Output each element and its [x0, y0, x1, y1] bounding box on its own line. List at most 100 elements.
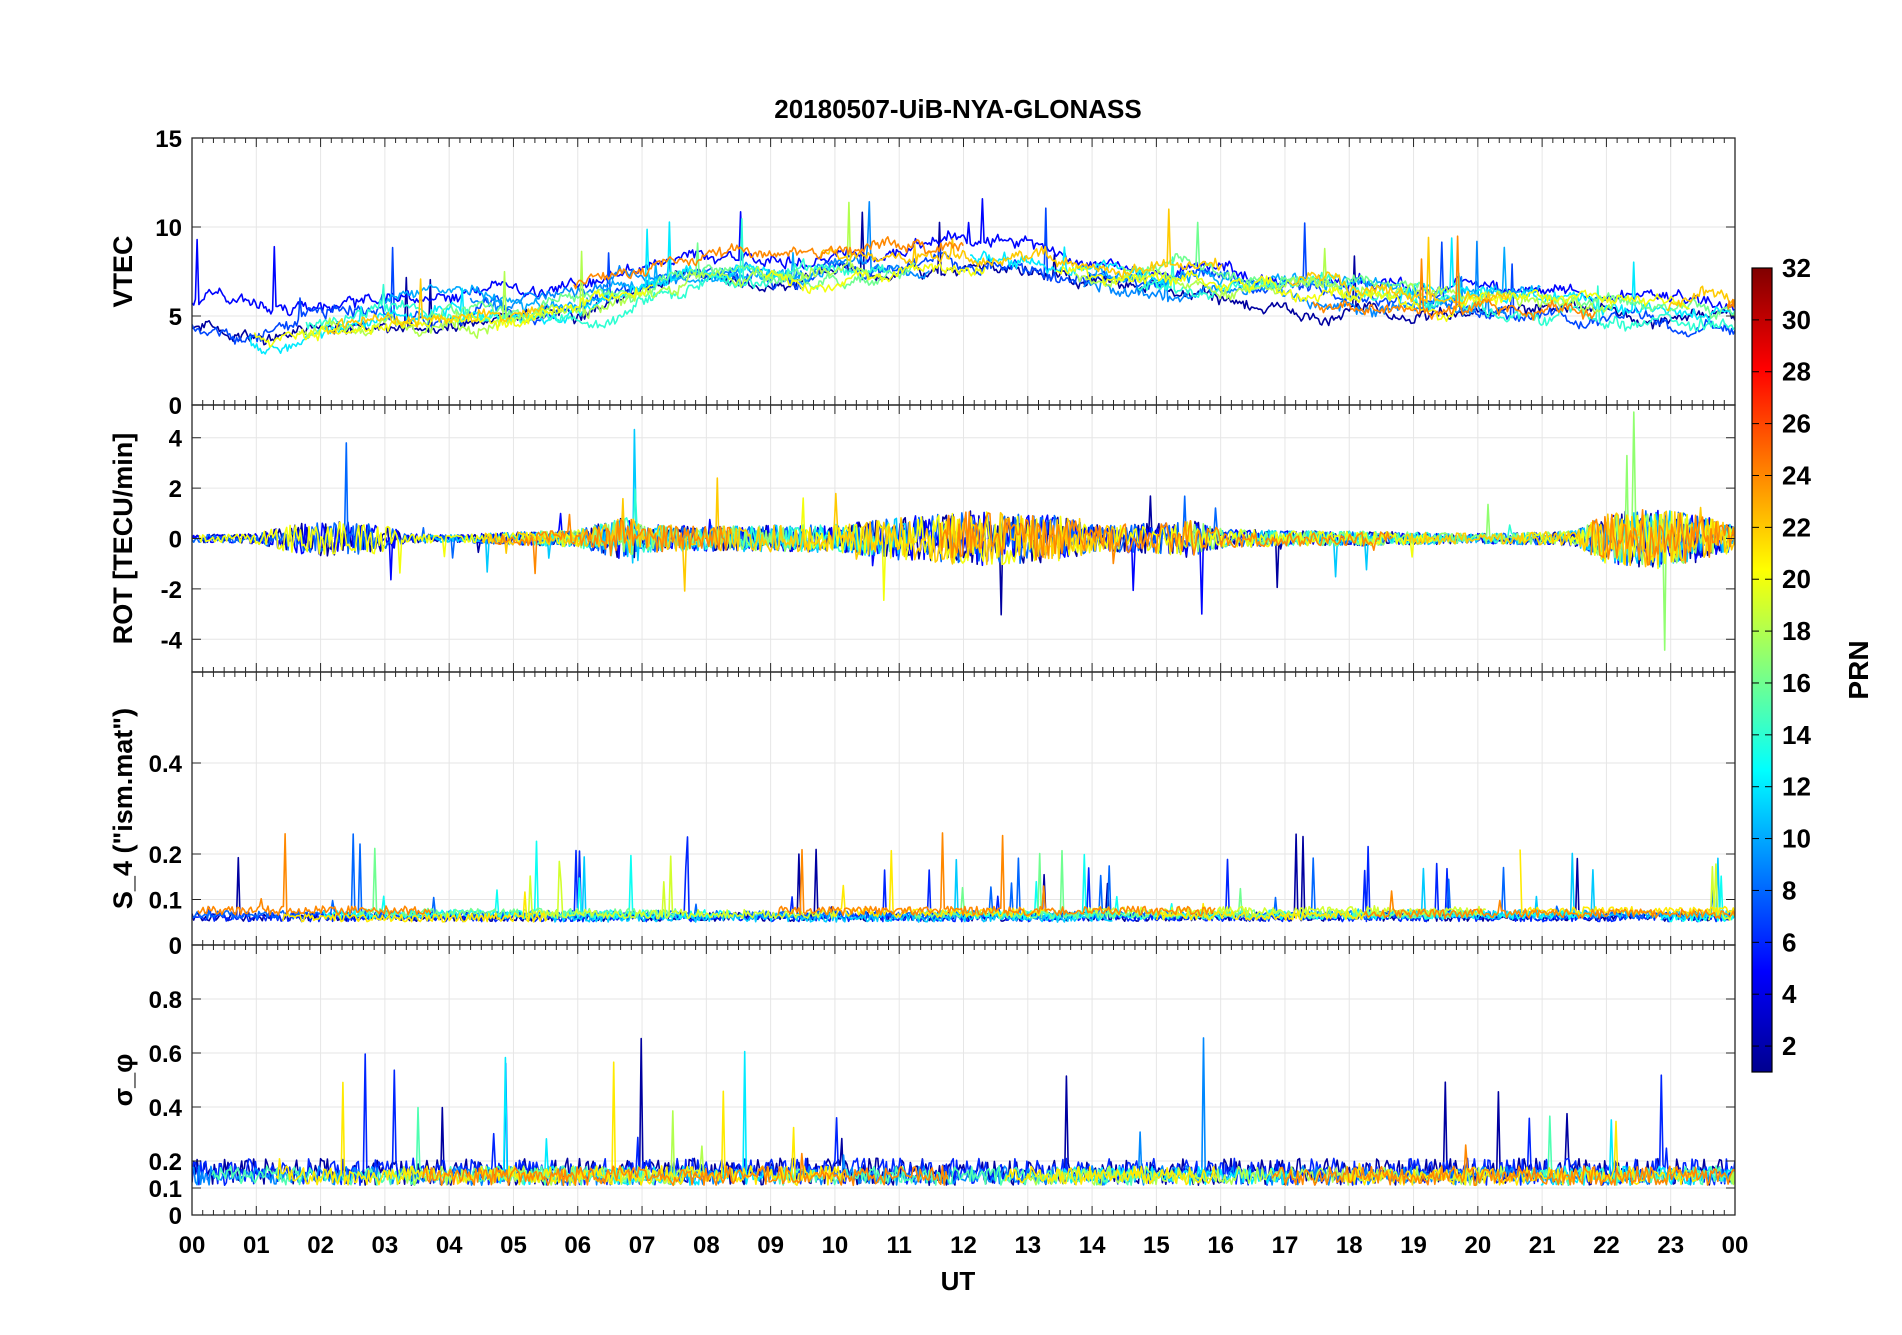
rot-series-prn-20: [800, 497, 1434, 601]
vtec-series-prn-12: [970, 246, 1171, 291]
rot-y-axis-label: ROT [TECU/min]: [108, 433, 138, 644]
vtec-y-tick-label: 5: [169, 304, 182, 331]
vtec-series-prn-22: [325, 278, 545, 335]
vtec-y-axis-label: VTEC: [108, 235, 138, 307]
s4-x-ticks: [191, 672, 1736, 945]
colorbar-gradient: [1751, 267, 1773, 1073]
panel-s4: 0 0.1 0.2 0.4 S_4 ("ism.mat"): [108, 671, 1736, 960]
s4-series-prn-21: [1519, 849, 1735, 917]
x-tick-label: 17: [1272, 1232, 1299, 1259]
vtec-y-tick-label: 0: [169, 393, 182, 420]
colorbar-tick-label: 4: [1782, 979, 1797, 1009]
rot-y-tick-label: 0: [169, 527, 182, 554]
x-tick-label: 20: [1464, 1232, 1491, 1259]
x-tick-label: 10: [822, 1232, 849, 1259]
vtec-series-prn-20: [1055, 263, 1690, 323]
vtec-series: [192, 198, 1735, 355]
sigphi-series-prn-24: [1271, 1144, 1735, 1187]
s4-series-prn-21: [1155, 902, 1371, 921]
s4-series-prn-24: [1363, 890, 1735, 919]
vtec-series-prn-22: [1666, 285, 1735, 312]
s4-series-prn-16: [357, 847, 679, 918]
rot-y-tick-labels: -4 -2 0 2 4: [161, 426, 1735, 654]
sigphi-y-tick-label: 0.1: [149, 1176, 182, 1203]
rot-y-tick-label: -2: [161, 577, 182, 604]
rot-series-prn-24: [939, 511, 1394, 565]
colorbar-tick-label: 20: [1782, 564, 1811, 594]
x-tick-label: 11: [887, 1232, 912, 1259]
x-tick-label: 16: [1207, 1232, 1234, 1259]
x-tick-label: 18: [1336, 1232, 1363, 1259]
x-tick-label: 07: [629, 1232, 656, 1259]
sigphi-series-prn-12: [1053, 1165, 1289, 1186]
s4-y-tick-label: 0: [169, 933, 182, 960]
rot-series-prn-17: [535, 521, 800, 555]
s4-y-tick-label: 0.2: [149, 842, 182, 869]
vtec-series-prn-16: [426, 242, 916, 325]
panel-rot: -4 -2 0 2 4 ROT [TECU/min]: [108, 404, 1736, 673]
x-tick-label: 03: [372, 1232, 399, 1259]
sigphi-series-prn-21: [1004, 1165, 1218, 1186]
colorbar-label: PRN: [1843, 640, 1874, 699]
x-tick-label: 04: [436, 1232, 463, 1259]
colorbar-tick-label: 18: [1782, 616, 1811, 646]
sigphi-y-tick-label: 0: [169, 1203, 182, 1230]
x-tick-label: 09: [757, 1232, 784, 1259]
sigphi-y-axis-label: σ_φ: [108, 1054, 138, 1107]
colorbar-tick-label: 6: [1782, 927, 1796, 957]
colorbar-tick-label: 10: [1782, 824, 1811, 854]
colorbar-tick-label: 16: [1782, 668, 1811, 698]
colorbar-tick-label: 12: [1782, 772, 1811, 802]
vtec-y-tick-label: 10: [155, 215, 182, 242]
sigphi-y-tick-label: 0.8: [149, 987, 182, 1014]
x-tick-label: 06: [564, 1232, 591, 1259]
x-tick-label: 23: [1657, 1232, 1684, 1259]
vtec-series-prn-24: [1726, 298, 1735, 310]
x-tick-label: 05: [500, 1232, 527, 1259]
vtec-series-prn-24: [573, 236, 964, 290]
colorbar-tick-label: 26: [1782, 409, 1811, 439]
sigphi-x-ticks: [191, 945, 1736, 1215]
s4-y-tick-label: 0.4: [149, 751, 183, 778]
vtec-series-prn-22: [819, 208, 1223, 279]
panel-sigphi: 00.10.2 0.4 0.6 0.8 σ_φ: [108, 944, 1736, 1230]
x-tick-label: 21: [1529, 1232, 1556, 1259]
x-tick-label: 19: [1400, 1232, 1427, 1259]
rot-series-prn-22: [1404, 506, 1735, 568]
rot-series-prn-24: [493, 513, 732, 575]
panel-vtec: 0 5 10 15 VTEC: [108, 126, 1736, 420]
colorbar-tick-label: 22: [1782, 512, 1811, 542]
sigphi-y-tick-labels: 00.10.2 0.4 0.6 0.8: [149, 987, 1735, 1230]
x-tick-label: 00: [1722, 1232, 1749, 1259]
x-tick-label: 01: [243, 1232, 270, 1259]
x-tick-label: 02: [307, 1232, 334, 1259]
s4-y-tick-label: 0.1: [149, 888, 182, 915]
colorbar-tick-label: 24: [1782, 460, 1811, 490]
x-tick-label: 12: [950, 1232, 977, 1259]
vtec-series-prn-16: [1536, 292, 1735, 320]
vtec-series-prn-14: [305, 218, 890, 330]
s4-y-tick-labels: 0 0.1 0.2 0.4: [149, 751, 1735, 960]
s4-series-prn-11: [1350, 852, 1735, 920]
rot-y-tick-label: 2: [169, 476, 182, 503]
vtec-series-prn-20: [764, 263, 986, 295]
x-tick-labels: 00 01 02 03 04 05 06 07 08 09 10 11 12 13 14 15 16 17 18 19…: [179, 1232, 1749, 1259]
sigphi-series-prn-24: [422, 1152, 949, 1187]
vtec-series-prn-20: [253, 284, 654, 348]
vtec-series-prn-16: [1121, 221, 1424, 289]
rot-y-tick-label: -4: [161, 627, 183, 654]
sigphi-series: [192, 1037, 1735, 1187]
s4-series-prn-19: [524, 855, 838, 920]
x-tick-label: 00: [179, 1232, 206, 1259]
s4-series-prn-21: [282, 891, 548, 923]
vtec-y-tick-label: 15: [155, 126, 182, 153]
s4-series: [192, 832, 1735, 923]
x-tick-label: 13: [1014, 1232, 1041, 1259]
sigphi-y-tick-label: 0.2: [149, 1149, 182, 1176]
vtec-y-tick-labels: 0 5 10 15: [155, 126, 1735, 420]
vtec-series-prn-24: [1312, 235, 1596, 321]
colorbar-tick-label: 2: [1782, 1031, 1796, 1061]
x-tick-label: 14: [1079, 1232, 1106, 1259]
